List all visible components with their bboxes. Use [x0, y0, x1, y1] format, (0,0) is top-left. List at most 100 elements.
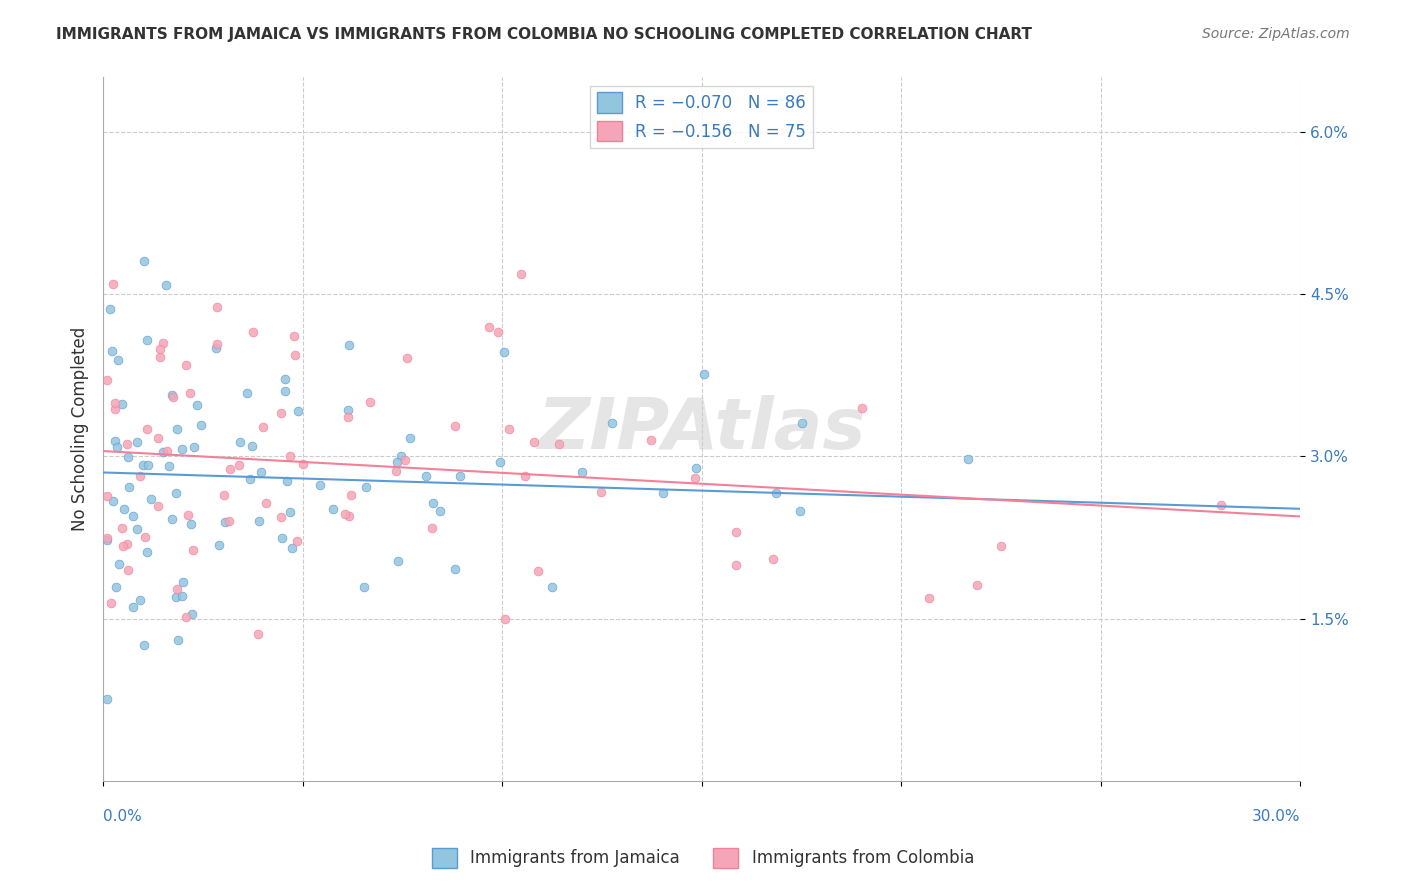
Point — [415, 469, 437, 483]
Point — [105, 580, 128, 594]
Point — [174, 358, 197, 372]
Point — [337, 337, 360, 351]
Text: 0.0%: 0.0% — [103, 809, 142, 824]
Point — [792, 417, 814, 431]
Point — [125, 434, 148, 449]
Point — [589, 484, 612, 499]
Point — [136, 333, 159, 347]
Point — [478, 320, 501, 334]
Point — [132, 638, 155, 652]
Point — [183, 440, 205, 454]
Point — [271, 532, 294, 546]
Point — [685, 461, 707, 475]
Point — [160, 512, 183, 526]
Point — [166, 422, 188, 436]
Point — [285, 533, 308, 548]
Point — [129, 592, 152, 607]
Point — [117, 563, 139, 577]
Point — [96, 373, 118, 387]
Point — [308, 478, 330, 492]
Point — [162, 390, 184, 404]
Point — [132, 253, 155, 268]
Point — [205, 341, 228, 355]
Text: 30.0%: 30.0% — [1251, 809, 1301, 824]
Point — [205, 300, 228, 314]
Point — [724, 524, 747, 539]
Point — [322, 502, 344, 516]
Point — [122, 600, 145, 615]
Point — [353, 580, 375, 594]
Point — [548, 437, 571, 451]
Point — [270, 510, 292, 524]
Point — [96, 691, 118, 706]
Point — [228, 458, 250, 472]
Point — [103, 277, 125, 292]
Point — [110, 397, 132, 411]
Point — [510, 267, 533, 281]
Point — [100, 596, 122, 610]
Point — [160, 388, 183, 402]
Point — [494, 611, 516, 625]
Point — [429, 503, 451, 517]
Point — [683, 471, 706, 485]
Point — [134, 530, 156, 544]
Point — [132, 458, 155, 473]
Point — [111, 539, 134, 553]
Point — [212, 488, 235, 502]
Point — [278, 505, 301, 519]
Point — [395, 351, 418, 365]
Point — [384, 465, 406, 479]
Point — [172, 574, 194, 589]
Point — [335, 507, 357, 521]
Point — [107, 352, 129, 367]
Point — [486, 325, 509, 339]
Point — [966, 577, 988, 591]
Legend: Immigrants from Jamaica, Immigrants from Colombia: Immigrants from Jamaica, Immigrants from… — [425, 841, 981, 875]
Point — [157, 458, 180, 473]
Point — [498, 422, 520, 436]
Point — [115, 536, 138, 550]
Point — [276, 474, 298, 488]
Point — [236, 386, 259, 401]
Point — [146, 499, 169, 513]
Point — [219, 462, 242, 476]
Point — [112, 502, 135, 516]
Point — [449, 469, 471, 483]
Point — [274, 372, 297, 386]
Point — [228, 434, 250, 449]
Point — [851, 401, 873, 416]
Point — [136, 458, 159, 472]
Point — [136, 422, 159, 436]
Point — [523, 435, 546, 450]
Point — [765, 486, 787, 500]
Text: ZIPAtlas: ZIPAtlas — [537, 395, 866, 464]
Point — [513, 469, 536, 483]
Point — [789, 504, 811, 518]
Point — [640, 433, 662, 447]
Point — [337, 508, 360, 523]
Point — [146, 430, 169, 444]
Point — [165, 486, 187, 500]
Point — [170, 442, 193, 456]
Point — [389, 449, 412, 463]
Point — [180, 607, 202, 621]
Point — [956, 451, 979, 466]
Point — [725, 558, 748, 573]
Point — [247, 626, 270, 640]
Point — [489, 455, 512, 469]
Point — [96, 489, 118, 503]
Point — [155, 277, 177, 292]
Point — [179, 386, 201, 401]
Legend: R = −0.070   N = 86, R = −0.156   N = 75: R = −0.070 N = 86, R = −0.156 N = 75 — [591, 86, 813, 148]
Point — [571, 465, 593, 479]
Point — [494, 345, 516, 359]
Point — [125, 522, 148, 536]
Point — [281, 541, 304, 555]
Point — [166, 633, 188, 648]
Point — [118, 480, 141, 494]
Point — [165, 590, 187, 604]
Point — [239, 472, 262, 486]
Point — [139, 492, 162, 507]
Point — [336, 402, 359, 417]
Point — [96, 531, 118, 545]
